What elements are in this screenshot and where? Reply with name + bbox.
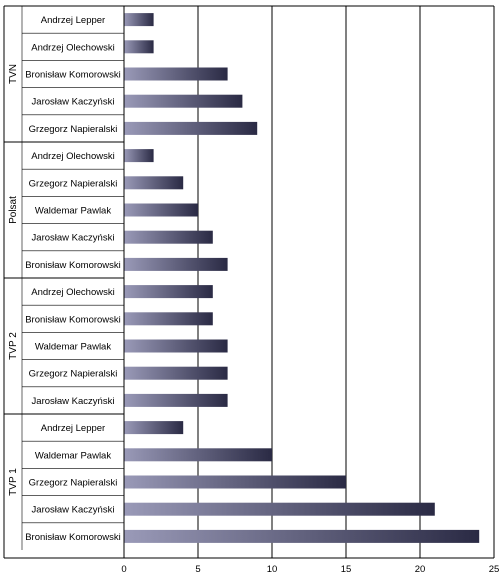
x-axis: 0 5 10 15 20 25 bbox=[3, 5, 500, 575]
category-label: Jarosław Kaczyński bbox=[32, 233, 115, 244]
category-label: Grzegorz Napieralski bbox=[29, 178, 118, 189]
bar bbox=[124, 366, 228, 380]
bar bbox=[124, 67, 228, 81]
group-label: TVN bbox=[8, 64, 19, 84]
category-label: Andrzej Lepper bbox=[41, 423, 105, 434]
category-label: Jarosław Kaczyński bbox=[32, 505, 115, 516]
category-label: Bronisław Komorowski bbox=[25, 314, 121, 325]
bar bbox=[124, 393, 228, 407]
bar bbox=[124, 257, 228, 271]
bar bbox=[124, 230, 213, 244]
category-labels: Andrzej Lepper Andrzej Olechowski Bronisła… bbox=[4, 6, 124, 550]
category-label: Andrzej Olechowski bbox=[31, 151, 114, 162]
group-label: TVP 2 bbox=[8, 332, 19, 360]
category-label: Andrzej Lepper bbox=[41, 15, 105, 26]
bar bbox=[124, 94, 243, 108]
group-label: Polsat bbox=[8, 196, 19, 224]
bar bbox=[124, 13, 154, 27]
category-label: Andrzej Olechowski bbox=[31, 287, 114, 298]
x-tick-label: 10 bbox=[267, 564, 278, 575]
category-label: Grzegorz Napieralski bbox=[29, 478, 118, 489]
bar bbox=[124, 502, 435, 516]
bar bbox=[124, 448, 272, 462]
category-label: Andrzej Olechowski bbox=[31, 42, 114, 53]
bar bbox=[124, 121, 258, 135]
category-label: Grzegorz Napieralski bbox=[29, 369, 118, 380]
x-tick-label: 0 bbox=[121, 564, 126, 575]
category-label: Waldemar Pawlak bbox=[35, 206, 111, 217]
category-label: Waldemar Pawlak bbox=[35, 342, 111, 353]
group-label: TVP 1 bbox=[8, 468, 19, 496]
x-tick-label: 25 bbox=[489, 564, 500, 575]
category-label: Jarosław Kaczyński bbox=[32, 97, 115, 108]
bar bbox=[124, 149, 154, 163]
bar bbox=[124, 176, 184, 190]
bars bbox=[124, 13, 480, 543]
bar bbox=[124, 339, 228, 353]
category-label: Bronisław Komorowski bbox=[25, 70, 121, 81]
bar bbox=[124, 285, 213, 299]
category-label: Bronisław Komorowski bbox=[25, 260, 121, 271]
bar bbox=[124, 40, 154, 54]
x-tick-label: 5 bbox=[195, 564, 200, 575]
category-label: Jarosław Kaczyński bbox=[32, 396, 115, 407]
x-tick-label: 20 bbox=[415, 564, 426, 575]
bar bbox=[124, 203, 198, 217]
bar bbox=[124, 312, 213, 326]
bar bbox=[124, 529, 480, 543]
bar bbox=[124, 421, 184, 435]
category-label: Waldemar Pawlak bbox=[35, 450, 111, 461]
bar bbox=[124, 475, 346, 489]
category-label: Grzegorz Napieralski bbox=[29, 124, 118, 135]
grid-lines bbox=[197, 6, 495, 558]
category-label: Bronisław Komorowski bbox=[25, 532, 121, 543]
x-tick-label: 15 bbox=[341, 564, 352, 575]
